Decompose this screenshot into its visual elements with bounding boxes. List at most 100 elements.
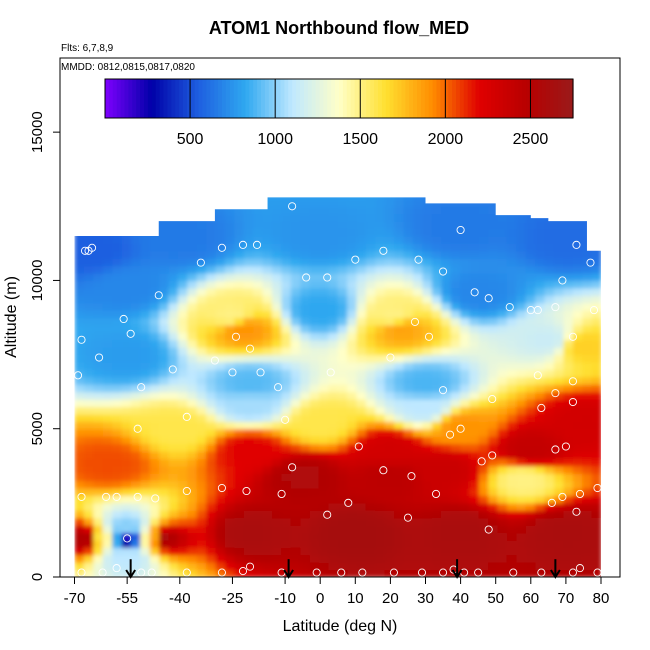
heatmap-cell [271,428,282,437]
heatmap-cell [234,443,245,452]
heatmap-cell [516,317,527,326]
heatmap-cell [469,517,480,526]
heatmap-cell [365,235,376,244]
heatmap-cell [243,295,254,304]
heatmap-cell [412,197,423,200]
heatmap-cell [535,213,546,222]
heatmap-cell [262,317,273,326]
heatmap-cell [441,517,452,526]
heatmap-cell [177,302,188,311]
heatmap-cell [582,458,593,467]
heatmap-cell [112,391,123,400]
heatmap-cell [497,250,508,259]
heatmap-cell [262,273,273,282]
heatmap-cell [253,443,264,452]
heatmap-cell [300,317,311,326]
heatmap-cell [168,480,179,489]
heatmap-cell [356,354,367,363]
heatmap-cell [365,339,376,348]
heatmap-cell [469,265,480,274]
heatmap-cell [544,295,555,304]
heatmap-cell [271,198,282,207]
observation-point [438,386,448,395]
heatmap-cell [497,406,508,415]
heatmap-cell [516,525,527,534]
heatmap-cell [102,339,113,348]
heatmap-cell [206,228,217,237]
heatmap-cell [234,243,245,252]
heatmap-cell [300,243,311,252]
heatmap-cell [271,273,282,282]
heatmap-cell [488,569,499,578]
heatmap-cell [74,324,85,333]
heatmap-cell [300,510,311,519]
heatmap-cell [337,295,348,304]
heatmap-cell [130,354,141,363]
heatmap-cell [497,450,508,459]
heatmap-cell [309,465,320,474]
heatmap-cell [93,532,104,541]
heatmap-cell [553,310,564,319]
colorbar-swatch [190,79,196,118]
heatmap-cell [168,569,179,578]
heatmap-cell [121,569,132,578]
heatmap-cell [394,302,405,311]
heatmap-cell [300,198,311,207]
heatmap-cell [318,221,329,230]
heatmap-cell [253,399,264,408]
heatmap-cell [469,235,480,244]
heatmap-cell [187,250,198,259]
heatmap-cell [121,332,132,341]
heatmap-cell [394,554,405,563]
heatmap-cell [281,273,292,282]
heatmap-cell [149,324,160,333]
heatmap-cell [159,310,170,319]
heatmap-cell [300,339,311,348]
heatmap-cell [130,502,141,511]
heatmap-cell [159,450,170,459]
heatmap-cell [375,302,386,311]
heatmap-cell [582,250,593,259]
heatmap-cell [412,399,423,408]
colorbar-swatch [491,79,496,118]
heatmap-cell [375,332,386,341]
heatmap-cell [347,421,358,430]
heatmap-cell [422,280,433,289]
x-tick-label: -25 [222,590,244,607]
heatmap-cell [337,443,348,452]
heatmap-cell [478,228,489,237]
heatmap-cell [488,443,499,452]
heatmap-cell [121,197,132,200]
heatmap-cell [431,228,442,237]
heatmap-cell [187,310,198,319]
heatmap-cell [262,213,273,222]
heatmap-cell [525,436,536,445]
heatmap-cell [441,495,452,504]
heatmap-cell [506,510,517,519]
heatmap-cell [112,302,123,311]
heatmap-cell [74,488,85,497]
heatmap-cell [535,502,546,511]
heatmap-cell [121,198,132,207]
heatmap-cell [121,302,132,311]
heatmap-cell [83,465,94,474]
heatmap-cell [450,413,461,422]
heatmap-cell [563,436,574,445]
heatmap-cell [375,547,386,556]
heatmap-cell [74,406,85,415]
heatmap-cell [469,391,480,400]
y-axis-label: Altitude (m) [3,276,20,358]
heatmap-cell [469,443,480,452]
heatmap-cell [591,376,601,385]
colorbar-swatch [194,79,200,118]
heatmap-cell [196,369,207,378]
heatmap-cell [300,406,311,415]
heatmap-cell [431,443,442,452]
heatmap-cell [469,243,480,252]
heatmap-cell [488,413,499,422]
heatmap-cell [356,258,367,267]
heatmap-cell [572,369,583,378]
heatmap-cell [74,458,85,467]
observation-point [575,564,584,573]
heatmap-cell [102,532,113,541]
